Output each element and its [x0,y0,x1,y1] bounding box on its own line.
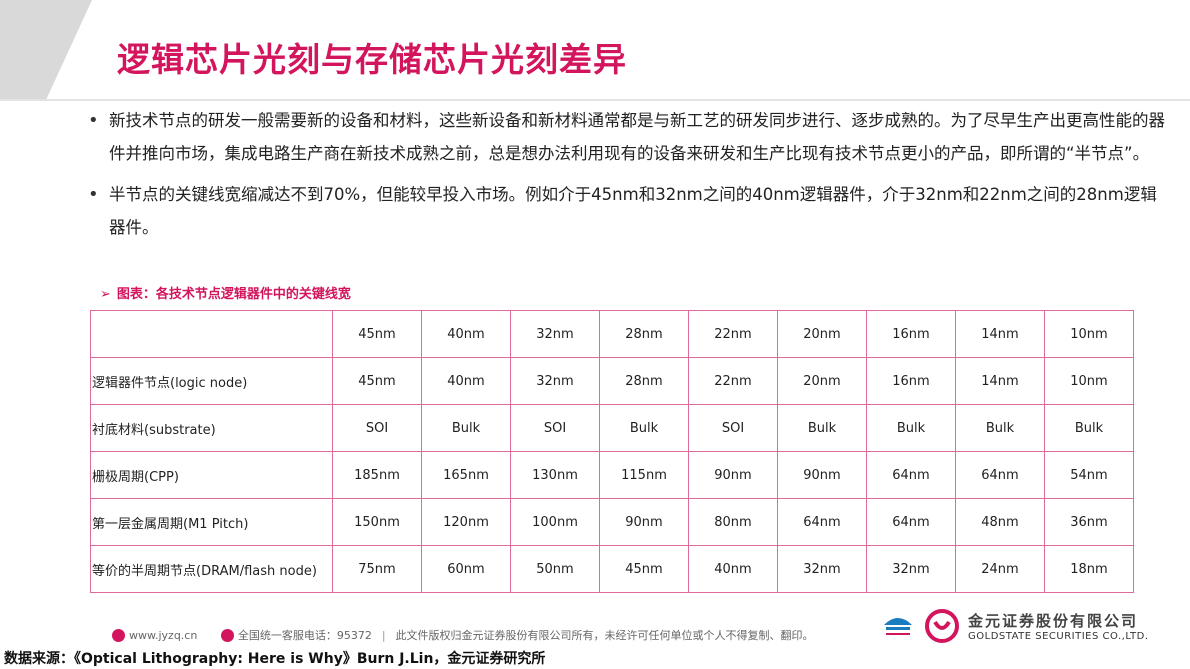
table-row: 逻辑器件节点(logic node) 45nm 40nm 32nm 28nm 22nm 20… [90,357,1134,405]
table-cell: 36nm [1044,498,1134,546]
data-source: 数据来源：《Optical Lithography: Here is Why》B… [4,651,546,667]
table-cell: Bulk [1044,404,1134,452]
table-cell: 60nm [421,545,511,593]
phone-icon [220,628,234,642]
column-header: 16nm [866,310,956,358]
table-cell: 64nm [866,498,956,546]
row-label: 衬底材料(substrate) [90,404,333,452]
table-caption: ➢ 图表：各技术节点逻辑器件中的关键线宽 [100,283,351,302]
caption-arrow-icon: ➢ [100,287,111,302]
bullet-dot-icon: • [88,110,99,131]
table-cell: Bulk [777,404,867,452]
row-label: 栅极周期(CPP) [90,451,333,499]
bullet-dot-icon: • [88,184,99,205]
table-cell: 18nm [1044,545,1134,593]
table-cell: Bulk [421,404,511,452]
table-cell: Bulk [866,404,956,452]
table-row: 等价的半周期节点(DRAM/flash node) 75nm 60nm 50nm 45n… [90,545,1134,593]
goldstate-logo-icon [925,609,959,643]
table-cell: 16nm [866,357,956,405]
table-cell: 64nm [955,451,1045,499]
table-cell: 115nm [599,451,689,499]
table-cell: 90nm [688,451,778,499]
column-header: 28nm [599,310,689,358]
footer: www.jyzq.cn 全国统一客服电话：95372 | 此文件版权归金元证券股… [112,627,814,643]
corner-slash-decoration [0,0,92,100]
column-header: 22nm [688,310,778,358]
table-cell: 22nm [688,357,778,405]
table-cell: 14nm [955,357,1045,405]
footer-hotline: 全国统一客服电话：95372 [237,629,372,642]
table-cell: 32nm [510,357,600,405]
table-cell: 40nm [688,545,778,593]
table-cell: SOI [688,404,778,452]
title-divider [0,99,1190,101]
table-cell: 20nm [777,357,867,405]
row-label: 第一层金属周期(M1 Pitch) [90,498,333,546]
page-title: 逻辑芯片光刻与存储芯片光刻差异 [117,40,627,79]
globe-icon [112,628,125,642]
company-logo: 金元证券股份有限公司 GOLDSTATE SECURITIES CO.,LTD. [880,608,1149,644]
linewidth-table: 45nm 40nm 32nm 28nm 22nm 20nm 16nm 14nm 10nm 逻辑器件… [90,310,1134,593]
table-cell: 40nm [421,357,511,405]
table-row: 第一层金属周期(M1 Pitch) 150nm 120nm 100nm 90nm 80nm… [90,498,1134,546]
table-cell: 28nm [599,357,689,405]
table-cell: 100nm [510,498,600,546]
table-cell: 165nm [421,451,511,499]
table-cell: SOI [332,404,422,452]
table-row: 衬底材料(substrate) SOI Bulk SOI Bulk SOI Bulk Bulk… [90,404,1134,452]
table-cell: 150nm [332,498,422,546]
table-cell: 80nm [688,498,778,546]
column-header: 32nm [510,310,600,358]
table-cell: Bulk [599,404,689,452]
table-cell: 54nm [1044,451,1134,499]
column-header: 20nm [777,310,867,358]
footer-separator [207,629,211,642]
table-cell: 90nm [599,498,689,546]
caption-text: 图表：各技术节点逻辑器件中的关键线宽 [116,287,351,302]
table-cell: Bulk [955,404,1045,452]
column-header: 14nm [955,310,1045,358]
column-header: 40nm [421,310,511,358]
bullet-item: • 半节点的关键线宽缩减达不到70%，但能较早投入市场。例如介于45nm和32n… [88,178,1168,244]
table-cell: 120nm [421,498,511,546]
table-cell: 48nm [955,498,1045,546]
bullet-list: • 新技术节点的研发一般需要新的设备和材料，这些新设备和新材料通常都是与新工艺的… [88,104,1168,244]
row-label: 逻辑器件节点(logic node) [90,357,333,405]
company-name-en: GOLDSTATE SECURITIES CO.,LTD. [968,631,1149,642]
table-cell: 32nm [866,545,956,593]
table-cell: 50nm [510,545,600,593]
table-cell: 90nm [777,451,867,499]
footer-copyright: 此文件版权归金元证券股份有限公司所有，未经许可任何单位或个人不得复制、翻印。 [395,629,814,642]
table-cell: 64nm [866,451,956,499]
table-row: 栅极周期(CPP) 185nm 165nm 130nm 115nm 90nm 90nm 64n… [90,451,1134,499]
table-cell: 45nm [599,545,689,593]
table-cell: SOI [510,404,600,452]
partner-emblem-icon [884,618,912,635]
table-cell: 10nm [1044,357,1134,405]
table-header-row: 45nm 40nm 32nm 28nm 22nm 20nm 16nm 14nm 10nm [90,310,1134,358]
row-label: 等价的半周期节点(DRAM/flash node) [90,545,333,593]
bullet-text: 半节点的关键线宽缩减达不到70%，但能较早投入市场。例如介于45nm和32nm之… [109,185,1157,237]
bullet-item: • 新技术节点的研发一般需要新的设备和材料，这些新设备和新材料通常都是与新工艺的… [88,104,1168,170]
table-cell: 24nm [955,545,1045,593]
table-cell: 185nm [332,451,422,499]
footer-separator: | [381,628,386,642]
table-corner-cell [90,310,333,358]
bullet-text: 新技术节点的研发一般需要新的设备和材料，这些新设备和新材料通常都是与新工艺的研发… [109,111,1165,163]
table-cell: 75nm [332,545,422,593]
table-cell: 64nm [777,498,867,546]
footer-website[interactable]: www.jyzq.cn [129,628,198,642]
company-name-cn: 金元证券股份有限公司 [968,612,1139,630]
table-cell: 45nm [332,357,422,405]
table-cell: 32nm [777,545,867,593]
table-cell: 130nm [510,451,600,499]
column-header: 10nm [1044,310,1134,358]
column-header: 45nm [332,310,422,358]
